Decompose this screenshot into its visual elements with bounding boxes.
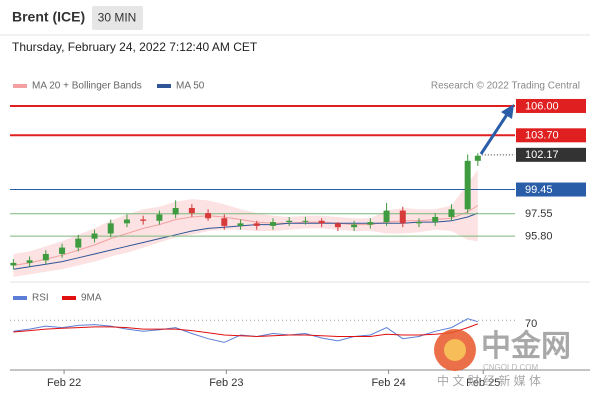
candle-body xyxy=(474,155,481,161)
candle-body xyxy=(318,220,325,224)
symbol: Brent (ICE) xyxy=(12,9,85,25)
legend-swatch xyxy=(13,296,27,300)
candle-body xyxy=(448,209,455,217)
candle-body xyxy=(172,208,179,215)
level-label-box xyxy=(516,128,586,143)
x-tick-label: Feb 22 xyxy=(47,377,81,389)
candle-body xyxy=(286,220,293,223)
candle-body xyxy=(123,219,130,224)
level-label: 99.45 xyxy=(525,184,553,196)
x-tick-label: Feb 25 xyxy=(466,377,500,389)
candle-body xyxy=(221,218,228,226)
bollinger-band xyxy=(13,169,478,277)
candle-body xyxy=(237,223,244,226)
level-label-box xyxy=(516,98,586,113)
legend-swatch xyxy=(62,296,76,300)
candle-body xyxy=(91,233,98,239)
level-label: 97.55 xyxy=(525,208,553,220)
level-label: 106.00 xyxy=(525,100,559,112)
forecast-arrow xyxy=(479,112,510,155)
watermark-brand: 中金网 xyxy=(481,329,571,363)
legend-label: MA 50 xyxy=(176,81,205,92)
candle-body xyxy=(367,222,374,225)
candle-body xyxy=(351,224,358,228)
level-label-box xyxy=(516,182,586,197)
candle-body xyxy=(26,260,33,263)
level-label: 95.80 xyxy=(525,230,553,242)
legend-swatch xyxy=(157,84,171,88)
candle-body xyxy=(156,214,163,221)
x-tick-label: Feb 23 xyxy=(209,377,243,389)
candle-body xyxy=(302,220,309,222)
timestamp: Thursday, February 24, 2022 7:12:40 AM C… xyxy=(12,40,258,54)
legend-swatch xyxy=(13,84,27,88)
candle-body xyxy=(253,223,260,226)
candle-body xyxy=(75,238,82,248)
candle-body xyxy=(205,213,212,219)
candle-body xyxy=(383,210,390,223)
candle-body xyxy=(188,208,195,214)
level-label: 102.17 xyxy=(525,149,559,161)
interval-button[interactable] xyxy=(92,6,143,30)
watermark-tagline: 中 文 财 经 新 媒 体 xyxy=(437,373,541,388)
candle-body xyxy=(59,247,66,254)
rsi-tick-label: 70 xyxy=(525,318,537,330)
candle-body xyxy=(42,253,49,261)
candle-body xyxy=(334,223,341,228)
x-tick-label: Feb 24 xyxy=(371,377,405,389)
candle-body xyxy=(399,210,406,224)
level-label-box xyxy=(516,147,586,162)
legend-label: MA 20 + Bollinger Bands xyxy=(32,81,142,92)
rsi-line xyxy=(13,318,478,343)
source: Research © 2022 Trading Central xyxy=(431,81,580,92)
watermark-logo xyxy=(444,339,466,361)
candle-body xyxy=(464,160,471,210)
watermark: 中金网 CNGOLD.COM 中 文 财 经 新 媒 体 xyxy=(434,329,571,388)
candle-body xyxy=(107,223,114,234)
candle-body xyxy=(416,222,423,224)
watermark-site: CNGOLD.COM xyxy=(483,363,538,372)
candle-body xyxy=(140,219,147,221)
legend-label: RSI xyxy=(32,293,49,304)
interval-label[interactable]: 30 MIN xyxy=(98,11,137,25)
plot: MA 20 + Bollinger Bands MA 50 RSI 9MA 106.00… xyxy=(10,81,586,389)
candle-body xyxy=(269,222,276,226)
candle-body xyxy=(432,216,439,223)
legend-label: 9MA xyxy=(81,293,102,304)
level-label: 103.70 xyxy=(525,130,559,142)
forecast-arrow-head xyxy=(501,104,514,119)
rsi-line xyxy=(13,323,478,338)
candle-body xyxy=(10,262,17,266)
